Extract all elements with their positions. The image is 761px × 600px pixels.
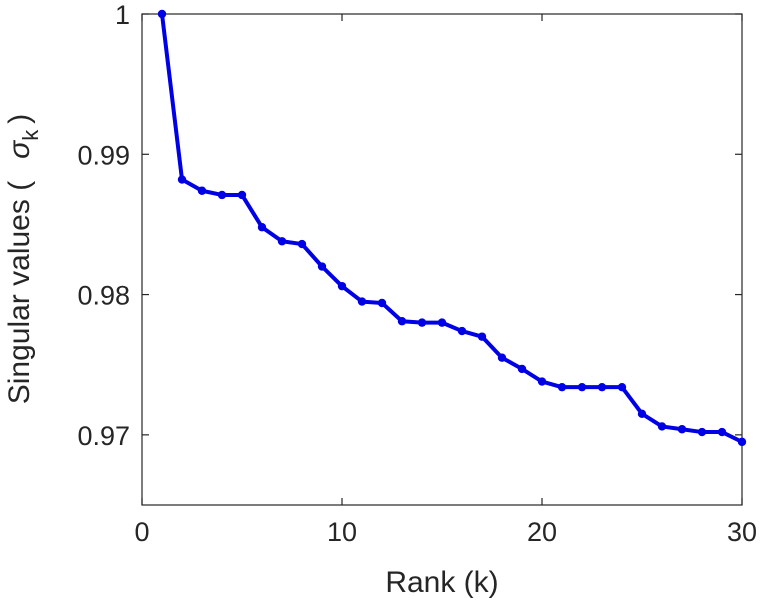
- y-tick-label: 0.98: [77, 281, 130, 311]
- y-tick-label: 0.97: [77, 421, 130, 451]
- data-point: [517, 364, 527, 374]
- data-point: [637, 409, 647, 419]
- y-tick-label: 0.99: [77, 140, 130, 170]
- data-point: [357, 297, 367, 306]
- y-axis-title-suffix: ): [3, 114, 36, 124]
- data-point: [657, 422, 667, 431]
- axis-ticks: [141, 13, 743, 505]
- data-point: [537, 377, 547, 386]
- data-point: [717, 427, 727, 437]
- data-point: [157, 9, 167, 19]
- data-point: [377, 298, 387, 308]
- y-axis-title: Singular values ( σk): [3, 114, 43, 405]
- data-point: [577, 382, 587, 392]
- y-axis-title-symbol: σ: [3, 139, 36, 159]
- data-point: [617, 382, 627, 392]
- data-point: [557, 382, 567, 392]
- data-point: [397, 317, 407, 326]
- plot-area: [141, 13, 743, 506]
- x-tick-label: 10: [327, 517, 357, 547]
- data-point: [417, 318, 427, 327]
- data-point: [437, 318, 447, 327]
- data-point: [497, 353, 507, 362]
- data-point: [197, 186, 207, 195]
- data-point: [597, 382, 607, 392]
- data-point: [237, 190, 247, 200]
- x-tick-label: 20: [527, 517, 557, 547]
- data-point: [457, 326, 467, 336]
- data-point: [277, 237, 287, 246]
- data-point: [697, 427, 707, 437]
- data-point: [177, 175, 187, 184]
- data-point: [257, 223, 267, 232]
- x-tick-label: 30: [727, 517, 757, 547]
- data-point: [297, 239, 307, 249]
- y-axis-title-subscript: k: [18, 129, 43, 141]
- x-tick-label: 0: [134, 517, 149, 547]
- series-layer: [157, 9, 747, 447]
- data-point: [337, 281, 347, 291]
- data-point: [217, 190, 227, 200]
- axis-tick-labels: 0 10 20 30 0.97 0.98 0.99 1: [77, 0, 757, 547]
- x-axis-title: Rank (k): [385, 566, 498, 599]
- data-point: [477, 332, 487, 341]
- data-point: [317, 262, 327, 271]
- y-tick-label: 1: [115, 0, 130, 30]
- data-point: [737, 437, 747, 447]
- y-axis-title-prefix: Singular values (: [3, 181, 36, 404]
- data-point: [677, 425, 687, 434]
